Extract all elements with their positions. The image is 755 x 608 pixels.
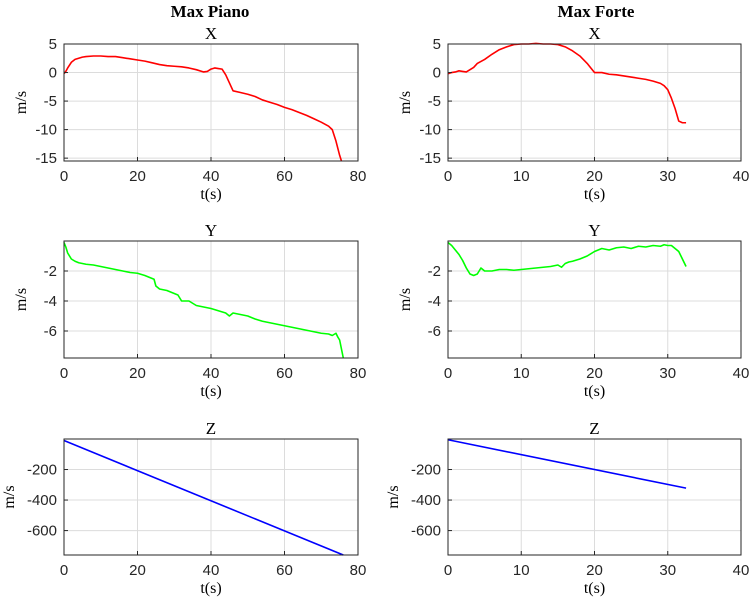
x-tick-label: 40 (733, 168, 750, 185)
x-tick-label: 10 (513, 562, 530, 579)
x-tick-label: 20 (586, 365, 603, 382)
panel-title: X (588, 24, 600, 43)
y-tick-label: -4 (44, 293, 57, 310)
y-tick-label: -600 (27, 523, 57, 540)
x-tick-label: 10 (513, 168, 530, 185)
y-tick-label: -4 (428, 293, 441, 310)
x-tick-label: 40 (203, 562, 220, 579)
y-axis-label: m/s (385, 485, 402, 508)
y-axis-label: m/s (397, 91, 414, 114)
panel-title: X (205, 24, 217, 43)
panel-title: Z (206, 419, 216, 438)
series-line-max-forte-y (447, 241, 687, 277)
y-tick-label: -400 (27, 492, 57, 509)
y-tick-label: -600 (411, 523, 441, 540)
y-tick-label: -200 (411, 462, 441, 479)
x-axis-label: t(s) (200, 186, 221, 203)
series-line-max-piano-x (63, 55, 343, 162)
x-tick-label: 30 (659, 365, 676, 382)
x-tick-label: 30 (659, 562, 676, 579)
x-tick-label: 0 (60, 365, 68, 382)
x-tick-label: 10 (513, 365, 530, 382)
x-tick-label: 20 (129, 562, 146, 579)
y-tick-label: 0 (433, 65, 441, 82)
panel-max-piano-y: 0 20 40 60 80 -2 -4 -6 Yt(s) m/s (13, 221, 366, 400)
panel-max-piano-z: 0 20 40 60 80 -200 -400 -600 Zt(s) m/s (1, 419, 366, 597)
x-tick-label: 40 (203, 365, 220, 382)
y-axis-label: m/s (13, 91, 30, 114)
x-tick-label: 0 (444, 562, 452, 579)
y-tick-label: -5 (44, 93, 57, 110)
x-axis-label: t(s) (200, 383, 221, 400)
column-title-max-piano: Max Piano (171, 2, 250, 21)
x-tick-label: 20 (586, 168, 603, 185)
panel-max-piano-x: 0 20 40 60 80 5 0 -5 -10 -15 Xt(s) m/s (13, 24, 366, 203)
series-line-max-forte-z (447, 438, 687, 489)
panel-max-forte-z: 0 10 20 30 40 -200 -400 -600 Zt(s) m/s (385, 419, 749, 597)
x-tick-label: 30 (659, 168, 676, 185)
x-tick-label: 40 (733, 562, 750, 579)
x-tick-label: 0 (60, 168, 68, 185)
panel-title: Y (205, 221, 217, 240)
column-title-max-forte: Max Forte (558, 2, 635, 21)
y-axis-label: m/s (13, 288, 30, 311)
x-axis-label: t(s) (584, 580, 605, 597)
x-tick-label: 20 (129, 365, 146, 382)
y-tick-label: -6 (44, 323, 57, 340)
y-tick-label: 5 (433, 36, 441, 53)
y-tick-label: -2 (428, 263, 441, 280)
x-tick-label: 0 (60, 562, 68, 579)
y-tick-label: -15 (419, 150, 441, 167)
x-tick-label: 40 (203, 168, 220, 185)
y-tick-label: 0 (49, 65, 57, 82)
x-tick-label: 60 (276, 168, 293, 185)
x-axis-label: t(s) (584, 186, 605, 203)
x-tick-label: 80 (350, 562, 367, 579)
x-tick-label: 40 (733, 365, 750, 382)
x-tick-label: 0 (444, 365, 452, 382)
x-tick-label: 20 (586, 562, 603, 579)
y-tick-label: -2 (44, 263, 57, 280)
y-tick-label: -5 (428, 93, 441, 110)
y-axis-label: m/s (397, 288, 414, 311)
x-tick-label: 60 (276, 365, 293, 382)
x-axis-label: t(s) (584, 383, 605, 400)
y-tick-label: -200 (27, 462, 57, 479)
y-tick-label: -6 (428, 323, 441, 340)
panel-title: Z (589, 419, 599, 438)
x-axis-label: t(s) (200, 580, 221, 597)
x-tick-label: 60 (276, 562, 293, 579)
panel-max-forte-y: 0 10 20 30 40 -2 -4 -6 Yt(s) m/s (397, 221, 749, 400)
x-tick-label: 80 (350, 365, 367, 382)
y-tick-label: -400 (411, 492, 441, 509)
y-tick-label: 5 (49, 36, 57, 53)
series-line-max-piano-z (63, 439, 344, 556)
panel-title: Y (588, 221, 600, 240)
y-tick-label: -10 (419, 122, 441, 139)
x-tick-label: 0 (444, 168, 452, 185)
y-tick-label: -15 (35, 150, 57, 167)
series-line-max-piano-y (63, 242, 345, 359)
y-tick-label: -10 (35, 122, 57, 139)
y-axis-label: m/s (1, 485, 18, 508)
series-line-max-forte-x (447, 42, 687, 124)
x-tick-label: 20 (129, 168, 146, 185)
x-tick-label: 80 (350, 168, 367, 185)
